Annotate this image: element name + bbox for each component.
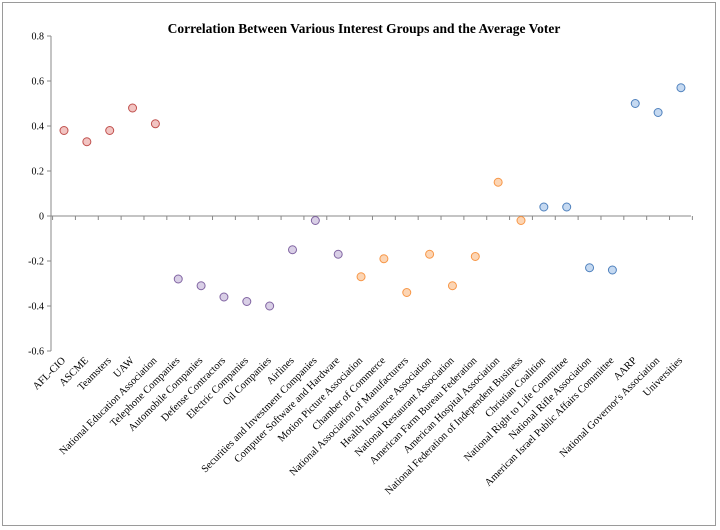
data-points [59, 83, 686, 311]
data-point [379, 254, 389, 264]
data-point [150, 119, 160, 129]
data-point [59, 126, 69, 135]
y-tick-label: 0.2 [32, 167, 45, 178]
data-point [676, 83, 686, 93]
axes [47, 35, 693, 352]
data-point [288, 245, 297, 255]
data-point [516, 216, 526, 225]
chart-svg: Correlation Between Various Interest Gro… [28, 21, 693, 497]
data-point [128, 103, 138, 113]
chart-title: Correlation Between Various Interest Gro… [168, 21, 561, 36]
y-tick-label: -0.4 [28, 302, 44, 313]
y-tick-label: 0.8 [32, 32, 45, 43]
data-point [425, 249, 435, 259]
data-point [82, 137, 92, 147]
data-point [105, 126, 115, 135]
y-tick-labels: -0.6 -0.4 -0.2 0 0.2 0.4 0.6 0.8 [28, 32, 44, 358]
data-point [356, 272, 366, 282]
data-point [242, 297, 252, 306]
data-point [562, 202, 572, 212]
data-point [630, 99, 640, 108]
data-point [333, 249, 343, 259]
data-point [219, 292, 229, 302]
data-point [653, 108, 663, 117]
data-point [607, 265, 617, 275]
data-point [196, 281, 206, 291]
data-point [470, 252, 480, 261]
y-tick-label: -0.2 [28, 257, 44, 268]
y-tick-label: -0.6 [28, 347, 44, 358]
data-point [173, 274, 183, 284]
data-point [539, 202, 549, 212]
data-point [585, 263, 595, 273]
data-point [493, 177, 503, 187]
y-tick-label: 0 [39, 212, 44, 223]
data-point [447, 281, 457, 291]
data-point [310, 216, 320, 225]
y-tick-label: 0.6 [32, 77, 45, 88]
data-point [265, 301, 275, 311]
data-point [402, 288, 412, 297]
y-tick-label: 0.4 [32, 122, 45, 133]
